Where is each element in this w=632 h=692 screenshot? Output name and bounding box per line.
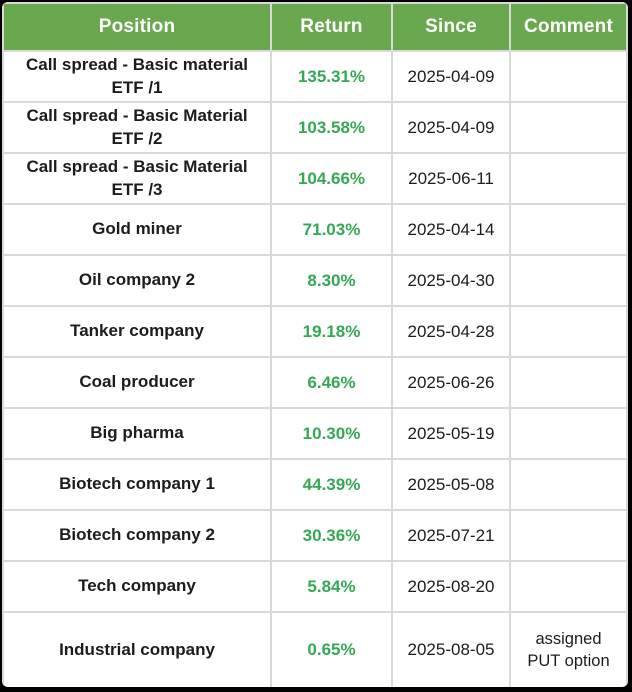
table-header: Position Return Since Comment (2, 2, 628, 52)
header-since: Since (391, 2, 511, 52)
position-cell: Biotech company 2 (2, 509, 272, 562)
since-cell: 2025-04-28 (391, 305, 511, 358)
comment-cell (509, 509, 628, 562)
position-cell: Coal producer (2, 356, 272, 409)
comment-cell: assigned PUT option (509, 611, 628, 687)
header-position: Position (2, 2, 272, 52)
since-cell: 2025-06-11 (391, 152, 511, 205)
return-cell: 71.03% (270, 203, 393, 256)
table-body: Call spread - Basic material ETF /1 135.3… (2, 50, 628, 687)
table-row: Industrial company 0.65% 2025-08-05 assigne… (2, 611, 628, 687)
since-cell: 2025-04-14 (391, 203, 511, 256)
return-cell: 103.58% (270, 101, 393, 154)
position-cell: Gold miner (2, 203, 272, 256)
position-cell: Tanker company (2, 305, 272, 358)
return-cell: 104.66% (270, 152, 393, 205)
return-cell: 44.39% (270, 458, 393, 511)
return-cell: 0.65% (270, 611, 393, 687)
table-row: Coal producer 6.46% 2025-06-26 (2, 356, 628, 409)
return-cell: 6.46% (270, 356, 393, 409)
comment-cell (509, 305, 628, 358)
comment-cell (509, 560, 628, 613)
table-row: Oil company 2 8.30% 2025-04-30 (2, 254, 628, 307)
header-return: Return (270, 2, 393, 52)
since-cell: 2025-04-09 (391, 101, 511, 154)
position-cell: Call spread - Basic Material ETF /3 (2, 152, 272, 205)
since-cell: 2025-04-09 (391, 50, 511, 103)
return-cell: 8.30% (270, 254, 393, 307)
comment-cell (509, 254, 628, 307)
position-cell: Big pharma (2, 407, 272, 460)
comment-cell (509, 50, 628, 103)
since-cell: 2025-05-19 (391, 407, 511, 460)
table-row: Call spread - Basic Material ETF /3 104.6… (2, 152, 628, 205)
comment-cell (509, 356, 628, 409)
table-row: Tanker company 19.18% 2025-04-28 (2, 305, 628, 358)
table-row: Tech company 5.84% 2025-08-20 (2, 560, 628, 613)
since-cell: 2025-07-21 (391, 509, 511, 562)
comment-cell (509, 203, 628, 256)
since-cell: 2025-05-08 (391, 458, 511, 511)
position-cell: Biotech company 1 (2, 458, 272, 511)
return-cell: 19.18% (270, 305, 393, 358)
table-row: Biotech company 1 44.39% 2025-05-08 (2, 458, 628, 511)
position-cell: Oil company 2 (2, 254, 272, 307)
position-cell: Industrial company (2, 611, 272, 687)
position-cell: Call spread - Basic Material ETF /2 (2, 101, 272, 154)
return-cell: 5.84% (270, 560, 393, 613)
comment-cell (509, 152, 628, 205)
table-row: Big pharma 10.30% 2025-05-19 (2, 407, 628, 460)
table-row: Call spread - Basic Material ETF /2 103.5… (2, 101, 628, 154)
comment-cell (509, 407, 628, 460)
comment-cell (509, 458, 628, 511)
comment-cell (509, 101, 628, 154)
return-cell: 10.30% (270, 407, 393, 460)
position-cell: Call spread - Basic material ETF /1 (2, 50, 272, 103)
table-row: Biotech company 2 30.36% 2025-07-21 (2, 509, 628, 562)
position-cell: Tech company (2, 560, 272, 613)
return-cell: 30.36% (270, 509, 393, 562)
since-cell: 2025-06-26 (391, 356, 511, 409)
since-cell: 2025-04-30 (391, 254, 511, 307)
header-comment: Comment (509, 2, 628, 52)
header-row: Position Return Since Comment (2, 2, 628, 52)
table-row: Gold miner 71.03% 2025-04-14 (2, 203, 628, 256)
return-cell: 135.31% (270, 50, 393, 103)
table-row: Call spread - Basic material ETF /1 135.3… (2, 50, 628, 103)
since-cell: 2025-08-05 (391, 611, 511, 687)
since-cell: 2025-08-20 (391, 560, 511, 613)
